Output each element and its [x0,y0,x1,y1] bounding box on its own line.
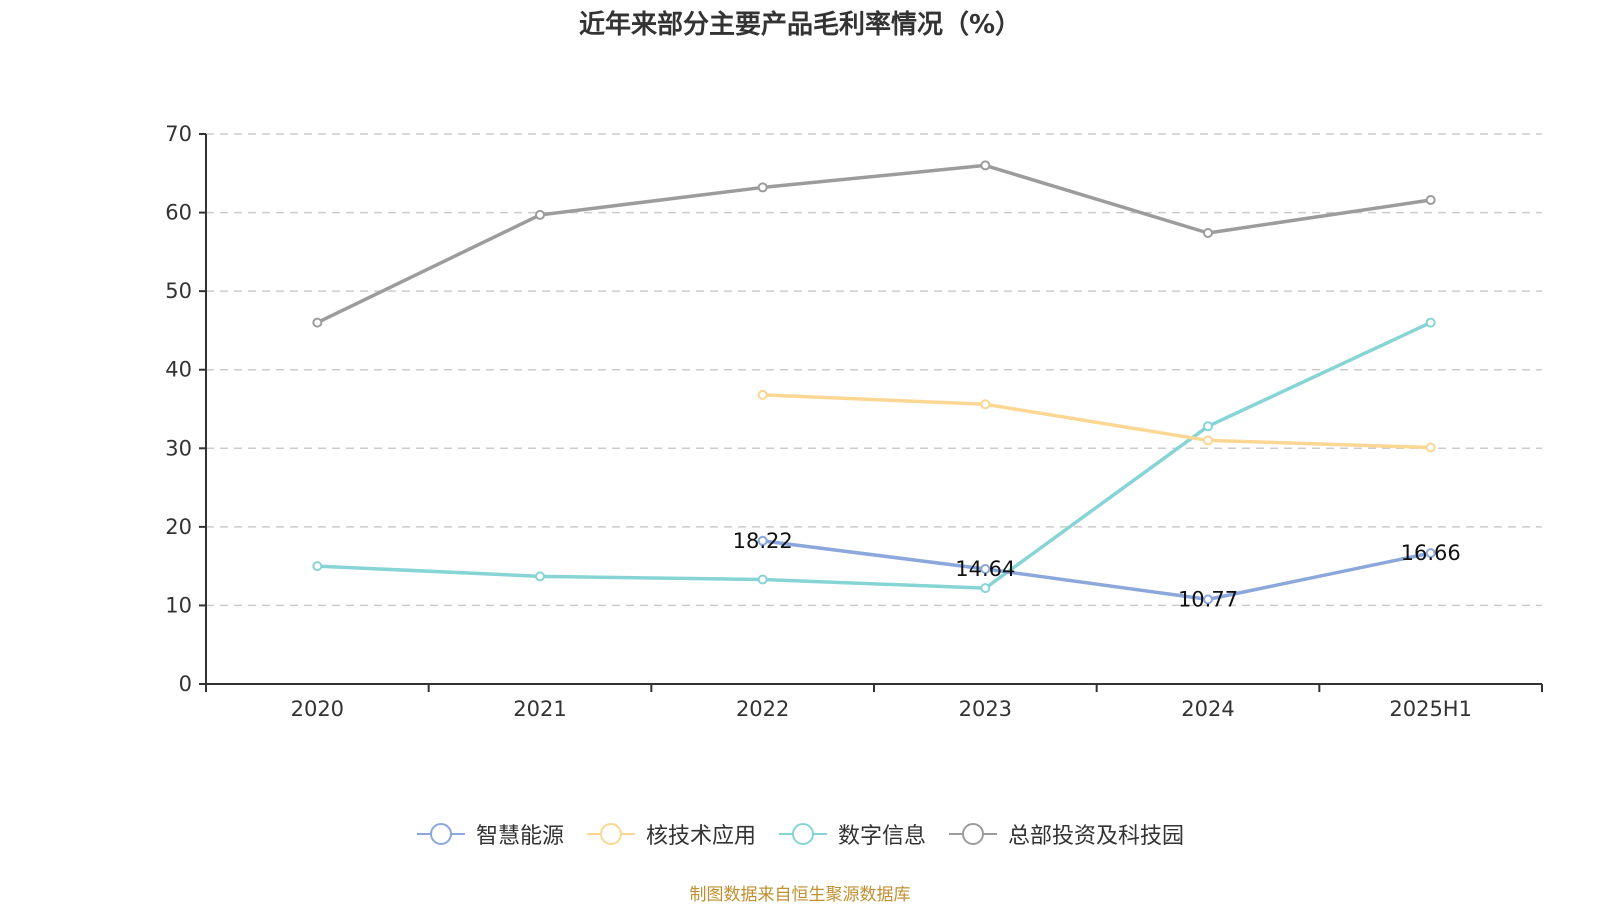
x-tick-label: 2022 [736,697,789,721]
series-1 [757,389,1436,453]
data-point[interactable] [757,574,768,585]
series-line [762,393,1431,450]
data-label: 10.77 [1178,587,1238,611]
y-tick-label: 70 [165,122,192,146]
chart-title: 近年来部分主要产品毛利率情况（%） [578,10,1022,40]
y-tick-label: 50 [165,279,192,303]
series-line [317,320,1432,590]
data-label: 16.66 [1401,541,1461,565]
legend-line-marker-icon [586,823,635,845]
data-point[interactable] [980,160,991,171]
series-2 [312,317,1436,594]
data-label: 14.64 [955,557,1015,581]
data-point[interactable] [980,399,991,410]
legend-line-marker-icon [416,823,465,845]
legend-label: 核技术应用 [645,824,756,849]
legend-item[interactable]: 总部投资及科技园 [948,818,1184,850]
y-tick-label: 40 [165,358,192,382]
data-point[interactable] [757,389,768,400]
y-tick-label: 30 [165,436,192,460]
legend-label: 智慧能源 [475,824,564,849]
data-point[interactable] [757,535,768,546]
legend-line-marker-icon [779,823,827,845]
series-0 [757,535,1436,605]
x-tick-label: 2023 [959,697,1012,721]
data-point[interactable] [1203,594,1213,605]
data-point[interactable] [1425,195,1436,205]
data-labels: 18.22 14.64 10.77 16.66 [733,529,1461,612]
data-point[interactable] [535,571,545,582]
data-point[interactable] [1203,421,1213,432]
data-point[interactable] [535,209,545,220]
series-line [762,539,1432,602]
y-tick-label: 20 [165,515,192,539]
data-point[interactable] [1425,548,1436,559]
data-point[interactable] [1425,442,1436,453]
data-point[interactable] [1203,435,1213,446]
legend-item[interactable]: 智慧能源 [416,818,564,850]
source-note: 制图数据来自恒生聚源数据库 [689,885,911,905]
x-tick-label: 2021 [513,697,566,721]
data-point[interactable] [312,561,323,572]
data-label: 18.22 [733,529,793,553]
legend: 智慧能源 核技术应用 数字信息 总部投资及科技园 [0,818,1600,850]
x-tick-label: 2025H1 [1389,697,1472,721]
y-tick-label: 60 [165,201,192,225]
x-tick-label: 2020 [291,697,344,721]
data-point[interactable] [757,182,768,193]
legend-item[interactable]: 核技术应用 [586,818,756,850]
data-point[interactable] [980,583,991,594]
data-point[interactable] [1203,228,1213,238]
series-line [316,163,1431,325]
series-lines [312,160,1436,605]
axes: 0 10 20 30 40 50 60 70 2020 2021 2022 2023 2024 2025H… [165,122,1543,721]
y-tick-label: 0 [179,672,192,696]
legend-label: 数字信息 [838,824,927,849]
x-tick-label: 2024 [1181,697,1234,721]
legend-line-marker-icon [949,823,998,845]
grid-lines [206,133,1542,607]
y-tick-label: 10 [165,593,192,617]
data-point[interactable] [980,563,991,574]
data-point[interactable] [312,317,323,328]
data-point[interactable] [1425,317,1436,328]
legend-item[interactable]: 数字信息 [778,818,926,850]
legend-label: 总部投资及科技园 [1008,824,1185,849]
series-3 [312,160,1436,328]
